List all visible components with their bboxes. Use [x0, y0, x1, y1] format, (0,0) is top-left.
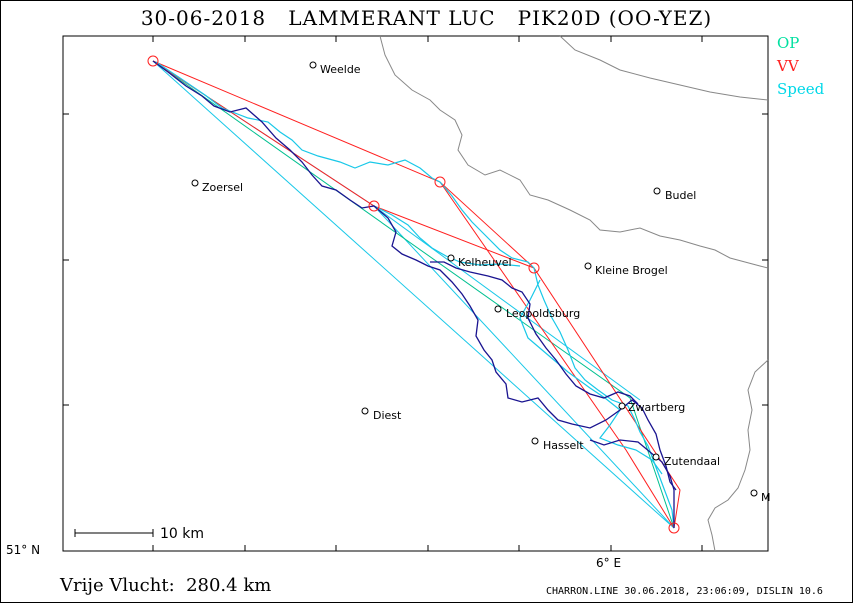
distance-text: Vrije Vlucht: 280.4 km — [60, 575, 272, 596]
legend-vv: VV — [777, 57, 799, 75]
scale-bar — [74, 529, 154, 537]
turnpoint-start[interactable] — [147, 55, 159, 67]
town-kelheuvel[interactable]: Kelheuvel — [447, 254, 512, 269]
town-label: Kleine Brogel — [595, 264, 668, 277]
axis-ticks — [63, 36, 768, 552]
town-label: Zoersel — [202, 181, 243, 194]
op-course — [152, 60, 675, 529]
legend-op: OP — [777, 34, 800, 52]
town-zoersel[interactable]: Zoersel — [191, 179, 243, 194]
turnpoints — [147, 55, 680, 534]
town-kleine-brogel[interactable]: Kleine Brogel — [584, 262, 668, 277]
town-leopoldsburg[interactable]: Leopoldsburg — [494, 305, 580, 320]
towns: Weelde Zoersel Budel Kelheuvel Kleine Br… — [191, 61, 771, 504]
town-m[interactable]: M — [750, 489, 771, 504]
plot-frame — [62, 35, 769, 552]
footer-text: CHARRON.LINE 30.06.2018, 23:06:09, DISLI… — [546, 586, 823, 597]
town-label: M — [761, 491, 771, 504]
town-label: Leopoldsburg — [506, 307, 580, 320]
town-weelde[interactable]: Weelde — [309, 61, 361, 76]
town-budel[interactable]: Budel — [653, 187, 696, 202]
longitude-label: 6° E — [596, 556, 622, 570]
vv-course — [152, 60, 681, 529]
town-label: Hasselt — [543, 439, 584, 452]
speed-course — [152, 60, 675, 529]
town-label: Budel — [665, 189, 696, 202]
map-title: 30-06-2018 LAMMERANT LUC PIK20D (OO-YEZ) — [140, 6, 713, 30]
town-hasselt[interactable]: Hasselt — [531, 437, 584, 452]
town-diest[interactable]: Diest — [361, 407, 402, 422]
town-label: Diest — [373, 409, 402, 422]
country-border — [379, 35, 769, 552]
legend-speed: Speed — [777, 80, 825, 98]
turnpoint-2[interactable] — [368, 200, 380, 212]
turnpoint-finish[interactable] — [668, 522, 680, 534]
town-zutendaal[interactable]: Zutendaal — [652, 453, 720, 468]
town-label: Zwartberg — [628, 401, 685, 414]
town-label: Weelde — [320, 63, 361, 76]
town-zwartberg[interactable]: Zwartberg — [618, 401, 685, 414]
town-label: Kelheuvel — [458, 256, 512, 269]
latitude-label: 51° N — [6, 543, 41, 557]
turnpoint-1[interactable] — [434, 176, 446, 188]
town-label: Zutendaal — [664, 455, 720, 468]
scale-label: 10 km — [160, 526, 204, 542]
turnpoint-3[interactable] — [528, 262, 540, 274]
